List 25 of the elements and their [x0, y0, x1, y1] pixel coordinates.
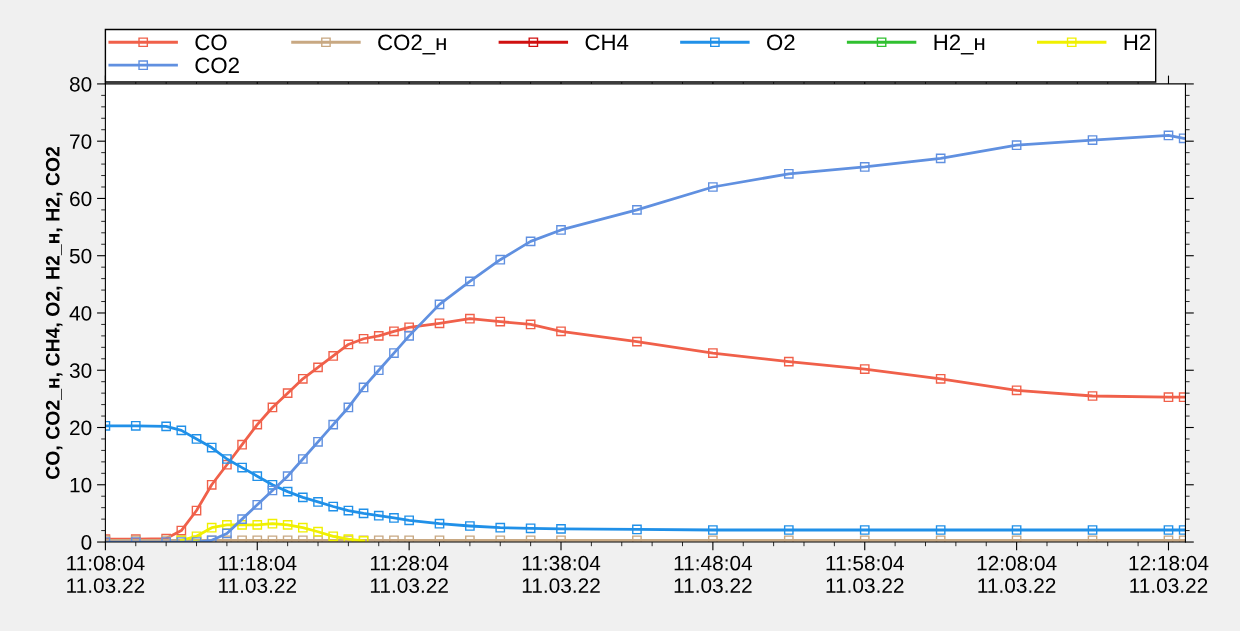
y-tick-label: 40	[69, 305, 92, 321]
y-tick-label: 70	[70, 134, 92, 149]
x-tick-label: 12:08:04 11.03.22	[977, 555, 1057, 593]
y-tick-label: 10	[70, 477, 92, 493]
legend-label: CH4	[585, 34, 629, 51]
x-tick-label: 11:08:04 11.03.22	[67, 555, 145, 593]
x-tick-label: 11:18:04 11.03.22	[219, 555, 297, 593]
legend-label: CO2_н	[378, 34, 446, 55]
x-tick-label: 11:28:04 11.03.22	[370, 555, 449, 593]
x-tick-label: 11:38:04 11.03.22	[522, 555, 601, 593]
y-tick-label: 60	[70, 191, 92, 207]
legend-label: H2_н	[934, 34, 985, 55]
y-tick-label: 50	[69, 248, 92, 264]
legend-label: CO	[195, 34, 227, 51]
x-tick-label: 11:48:04 11.03.22	[674, 555, 753, 593]
x-tick-label: 11:58:04 11.03.22	[826, 555, 904, 593]
y-tick-label: 0	[81, 535, 92, 550]
legend-label: H2	[1124, 34, 1151, 51]
y-tick-label: 30	[69, 363, 92, 378]
x-tick-label: 12:18:04 11.03.22	[1129, 555, 1209, 593]
legend-label: CO2	[195, 57, 239, 74]
y-axis-title: CO, CO2_н, CH4, O2, H2_н, H2, CO2	[45, 146, 63, 479]
legend-label: O2	[767, 34, 795, 51]
y-tick-label: 20	[70, 420, 92, 436]
y-tick-label: 80	[69, 76, 92, 92]
